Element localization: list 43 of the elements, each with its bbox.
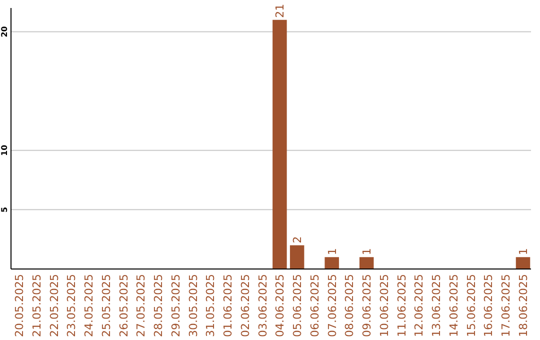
- x-tick-label: 29.05.2025: [169, 274, 182, 337]
- x-tick-label: 17.06.2025: [500, 274, 513, 337]
- x-tick-label: 01.06.2025: [222, 274, 235, 337]
- x-tick-label: 07.06.2025: [326, 274, 339, 337]
- x-tick-label: 21.05.2025: [30, 274, 44, 337]
- data-label: 2: [291, 236, 304, 244]
- x-tick-label: 05.06.2025: [291, 274, 304, 337]
- x-tick-label: 20.05.2025: [12, 274, 26, 337]
- x-tick-label: 26.05.2025: [117, 274, 130, 337]
- x-tick-label: 13.06.2025: [430, 274, 444, 337]
- x-tick-label: 02.06.2025: [238, 274, 252, 337]
- x-tick-label: 24.05.2025: [82, 274, 96, 337]
- x-tick-label: 15.06.2025: [464, 274, 478, 337]
- bar: [324, 257, 339, 269]
- bar: [359, 257, 374, 269]
- data-label: 21: [274, 4, 287, 18]
- bar: [272, 20, 287, 269]
- bar: [516, 257, 530, 269]
- x-tick-label: 28.05.2025: [152, 274, 166, 337]
- x-tick-label: 30.05.2025: [186, 274, 200, 337]
- y-tick-label: 5: [0, 206, 9, 212]
- bar: [290, 245, 304, 269]
- x-tick-label: 08.06.2025: [343, 274, 356, 337]
- data-label: 1: [517, 248, 530, 256]
- x-tick-label: 27.05.2025: [134, 274, 148, 337]
- x-tick-label: 22.05.2025: [48, 274, 61, 337]
- data-label: 1: [360, 248, 374, 256]
- x-tick-label: 11.06.2025: [395, 274, 408, 337]
- x-tick-label: 10.06.2025: [378, 274, 391, 337]
- data-label: 1: [326, 248, 339, 256]
- x-tick-label: 25.05.2025: [100, 274, 113, 337]
- x-tick-label: 06.06.2025: [308, 274, 322, 337]
- x-tick-label: 18.06.2025: [517, 274, 530, 337]
- y-tick-label: 10: [0, 144, 9, 156]
- x-tick-label: 04.06.2025: [274, 274, 287, 337]
- x-tick-label: 09.06.2025: [360, 274, 374, 337]
- x-tick-label: 14.06.2025: [447, 274, 460, 337]
- x-tick-label: 31.05.2025: [204, 274, 218, 337]
- x-tick-label: 23.05.2025: [65, 274, 78, 337]
- x-tick-label: 12.06.2025: [412, 274, 426, 337]
- x-tick-label: 16.06.2025: [482, 274, 496, 337]
- y-tick-label: 20: [0, 26, 9, 38]
- x-tick-label: 03.06.2025: [256, 274, 270, 337]
